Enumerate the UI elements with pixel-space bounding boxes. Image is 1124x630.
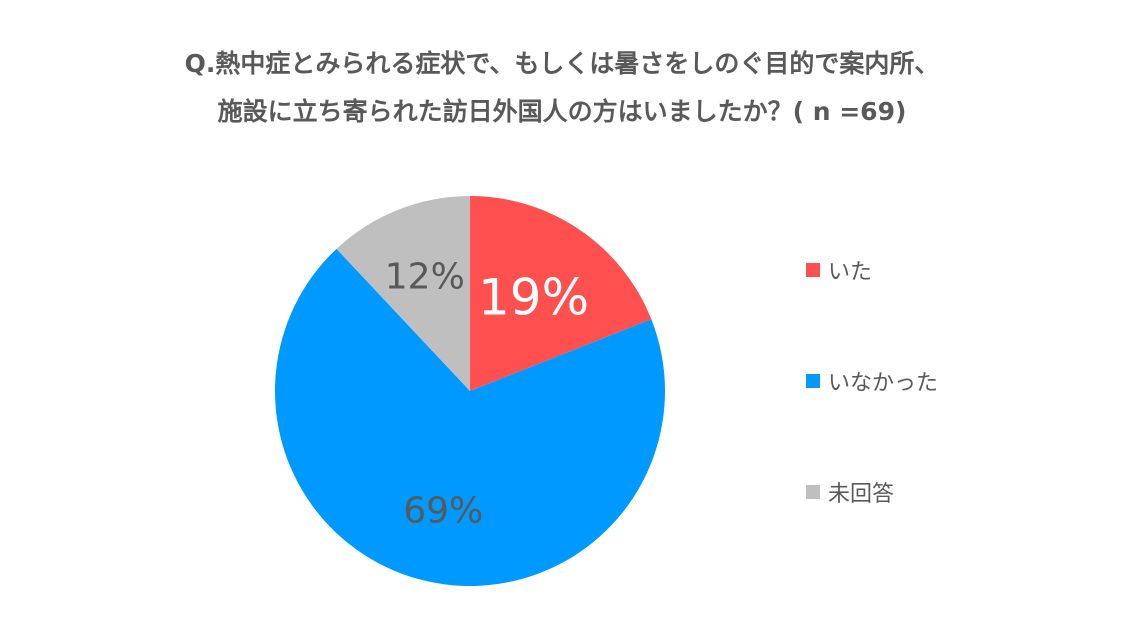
pie-slice-label-2: 12% bbox=[385, 256, 465, 297]
chart-title-line-1: Q.熱中症とみられる症状で、もしくは暑さをしのぐ目的で案内所、 bbox=[184, 49, 940, 78]
pie-slice-label-1: 69% bbox=[403, 490, 483, 531]
pie-slice-1 bbox=[275, 248, 666, 586]
legend-swatch-0 bbox=[806, 263, 820, 277]
chart-title: Q.熱中症とみられる症状で、もしくは暑さをしのぐ目的で案内所、 施設に立ち寄られ… bbox=[0, 40, 1124, 136]
legend-swatch-2 bbox=[806, 485, 820, 499]
pie-slice-label-0: 19% bbox=[478, 268, 589, 326]
legend-item-2: 未回答 bbox=[806, 474, 894, 510]
pie-slice-0 bbox=[470, 196, 652, 391]
chart-title-line-2: 施設に立ち寄られた訪日外国人の方はいましたか？( n =69) bbox=[217, 97, 907, 126]
legend-item-0: いた bbox=[806, 252, 872, 288]
legend-label-0: いた bbox=[828, 260, 873, 285]
legend-label-1: いなかった bbox=[828, 371, 939, 396]
legend-swatch-1 bbox=[806, 374, 820, 388]
legend-item-1: いなかった bbox=[806, 363, 938, 399]
legend-label-2: 未回答 bbox=[828, 482, 895, 507]
pie-slice-2 bbox=[336, 196, 470, 391]
